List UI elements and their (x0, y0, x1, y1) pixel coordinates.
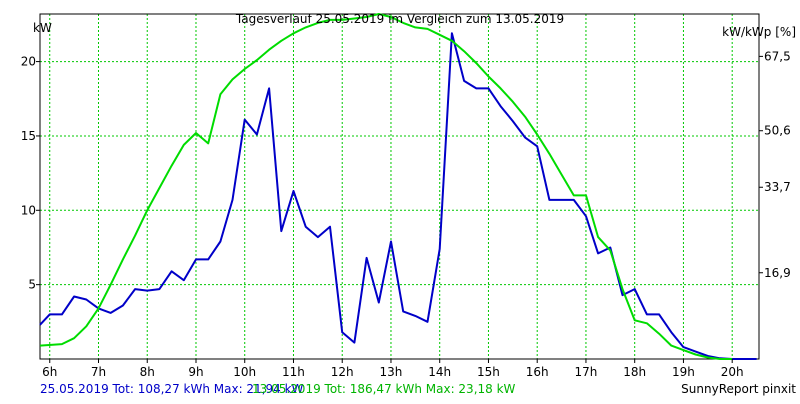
footer-credit: SunnyReport pinxit (681, 382, 796, 396)
x-tick-label: 15h (477, 365, 500, 379)
y2-tick-label: 67,5 (764, 49, 791, 63)
y2-axis-label: kW/kWp [%] (722, 25, 796, 39)
y2-tick-label: 33,7 (764, 180, 791, 194)
chart-title: Tagesverlauf 25.05.2019 im Vergleich zum… (235, 12, 564, 26)
series-line-13-05-2019 (39, 13, 733, 360)
footer-series1-summary: 25.05.2019 Tot: 108,27 kWh Max: 21,94 kW (40, 382, 304, 396)
y2-tick-label: 50,6 (764, 124, 791, 138)
y-tick-label: 20 (21, 55, 36, 69)
x-tick-label: 18h (623, 365, 646, 379)
y-tick-label: 10 (21, 203, 36, 217)
axes: 6h 7h 8h 9h 10h 11h 12h 13h 14h 15h 16h 17h 18h 19h 20… (21, 49, 791, 379)
x-tick-label: 19h (672, 365, 695, 379)
x-tick-label: 11h (282, 365, 305, 379)
x-tick-label: 17h (575, 365, 598, 379)
y-axis-label: kW (33, 21, 52, 35)
x-tick-label: 13h (380, 365, 403, 379)
x-tick-label: 8h (140, 365, 155, 379)
x-tick-label: 12h (331, 365, 354, 379)
series-layer (39, 13, 757, 360)
grid (40, 14, 759, 359)
plot-frame (39, 13, 760, 360)
y-tick-label: 5 (28, 278, 36, 292)
y2-tick-label: 16,9 (764, 266, 791, 280)
footer-series2-summary: 13.05.2019 Tot: 186,47 kWh Max: 23,18 kW (252, 382, 516, 396)
series-line-25-05-2019 (39, 32, 757, 360)
x-tick-label: 14h (428, 365, 451, 379)
x-tick-label: 20h (721, 365, 744, 379)
x-tick-label: 16h (526, 365, 549, 379)
x-tick-label: 10h (233, 365, 256, 379)
x-tick-label: 6h (42, 365, 57, 379)
x-tick-label: 9h (188, 365, 203, 379)
x-tick-label: 7h (91, 365, 106, 379)
y-tick-label: 15 (21, 129, 36, 143)
